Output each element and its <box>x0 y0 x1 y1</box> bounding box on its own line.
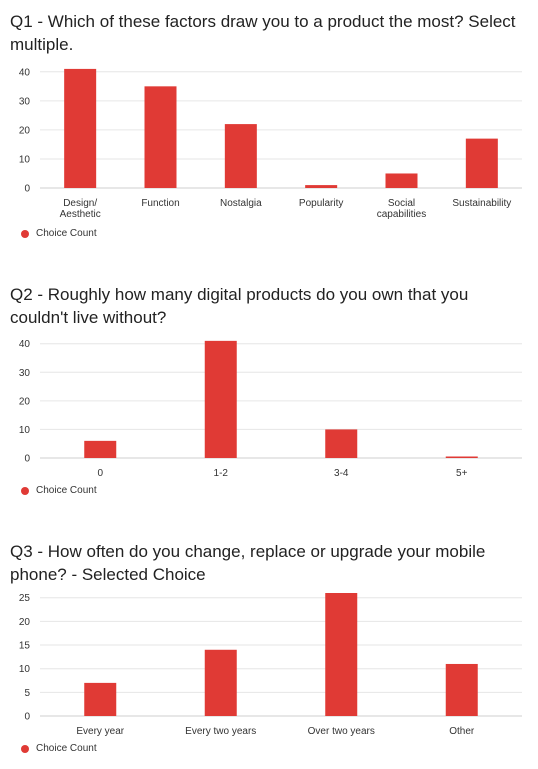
y-tick-label: 0 <box>24 184 30 195</box>
x-tick-label: Aesthetic <box>60 209 101 220</box>
bar <box>445 663 478 716</box>
chart-title: Q2 - Roughly how many digital products d… <box>10 285 469 327</box>
legend-label: Choice Count <box>36 485 97 496</box>
y-tick-label: 5 <box>24 688 30 699</box>
y-tick-label: 40 <box>19 339 31 350</box>
legend-label: Choice Count <box>36 228 97 239</box>
bar <box>465 138 498 188</box>
x-tick-label: Nostalgia <box>220 198 262 209</box>
y-tick-label: 20 <box>19 125 31 136</box>
bar <box>325 429 358 458</box>
bar <box>64 68 97 188</box>
bar <box>84 440 117 458</box>
x-tick-label: 5+ <box>456 468 468 479</box>
y-tick-label: 30 <box>19 96 31 107</box>
y-tick-label: 10 <box>19 154 31 165</box>
y-tick-label: 10 <box>19 425 31 436</box>
legend: Choice Count <box>21 485 97 496</box>
bar <box>445 456 478 458</box>
bar <box>204 649 237 716</box>
x-tick-label: Sustainability <box>452 198 511 209</box>
x-tick-label: Design/ <box>63 198 97 209</box>
bar-chart: 0 10 20 30 40 0 1-2 3-4 5+ <box>19 339 522 479</box>
x-tick-label: 1-2 <box>214 468 229 479</box>
bar <box>84 682 117 716</box>
y-tick-label: 15 <box>19 641 31 652</box>
legend-dot-icon <box>21 229 29 238</box>
bar <box>325 593 358 716</box>
legend: Choice Count <box>21 228 97 239</box>
x-tick-label: Every two years <box>185 726 256 737</box>
x-tick-label: Function <box>141 198 179 209</box>
y-tick-label: 0 <box>24 454 30 465</box>
y-tick-label: 0 <box>24 712 30 723</box>
bar-chart: 0 5 10 15 20 25 Every year Every two years Over … <box>19 593 522 737</box>
x-tick-label: Other <box>449 726 475 737</box>
legend-dot-icon <box>21 486 29 495</box>
legend-label: Choice Count <box>36 743 97 754</box>
bar <box>385 173 418 188</box>
x-tick-label: Every year <box>76 726 124 737</box>
y-tick-label: 10 <box>19 664 31 675</box>
x-tick-label: 0 <box>97 468 103 479</box>
bar-chart: 0 10 20 30 40 Design/Aesthetic Function Nostalg… <box>19 67 522 220</box>
legend-dot-icon <box>21 744 29 753</box>
x-tick-label: Social <box>388 198 415 209</box>
legend: Choice Count <box>21 743 97 754</box>
x-tick-label: 3-4 <box>334 468 349 479</box>
y-tick-label: 30 <box>19 368 31 379</box>
y-tick-label: 25 <box>19 593 31 604</box>
bar <box>224 124 257 188</box>
x-tick-label: Popularity <box>299 198 343 209</box>
bar <box>144 86 177 188</box>
bar <box>305 185 338 188</box>
x-tick-label: capabilities <box>377 209 426 220</box>
bar <box>204 340 237 458</box>
chart-title: Q3 - How often do you change, replace or… <box>10 542 486 584</box>
chart-title: Q1 - Which of these factors draw you to … <box>10 12 516 54</box>
y-tick-label: 40 <box>19 67 31 78</box>
y-tick-label: 20 <box>19 396 31 407</box>
x-tick-label: Over two years <box>308 726 375 737</box>
y-tick-label: 20 <box>19 617 31 628</box>
